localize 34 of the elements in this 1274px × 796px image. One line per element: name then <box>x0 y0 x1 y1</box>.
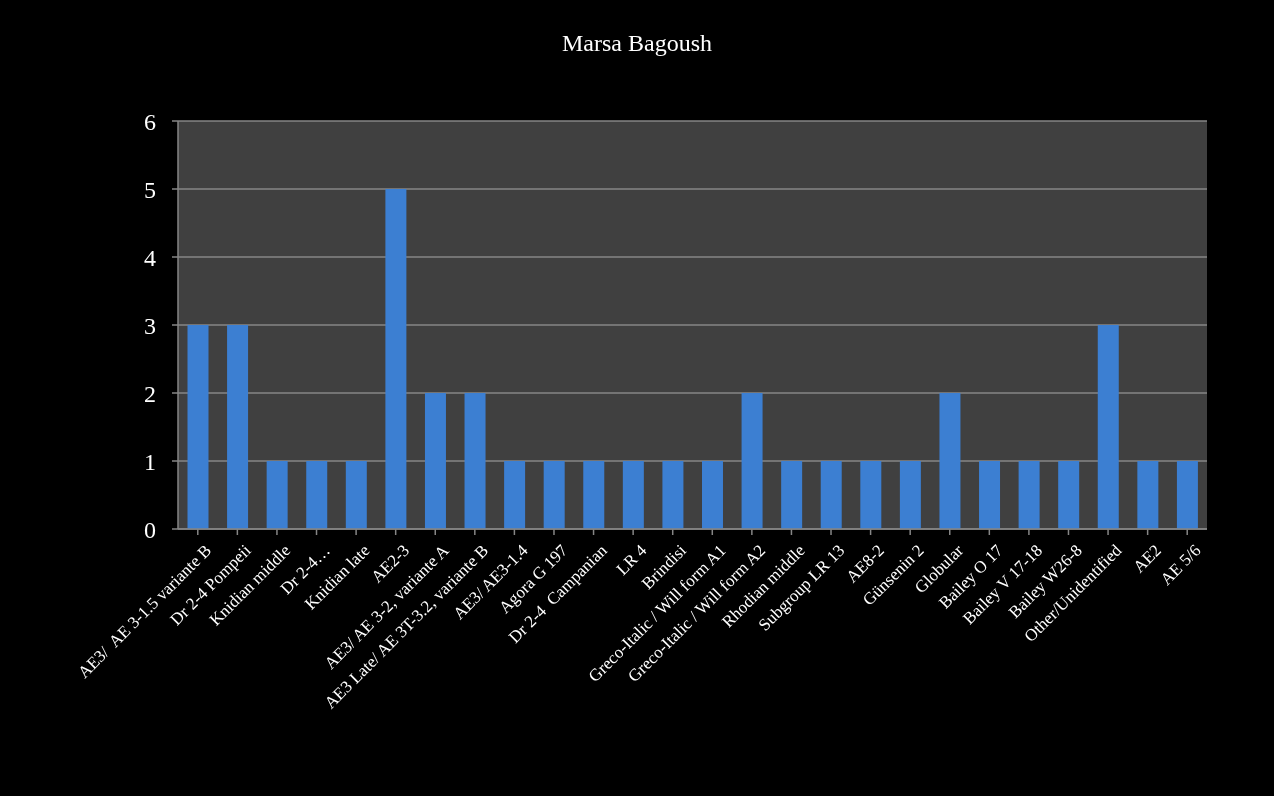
y-tick-label: 4 <box>144 244 156 271</box>
bar <box>266 461 288 529</box>
bar <box>781 461 803 529</box>
bar <box>385 189 407 529</box>
bar <box>702 461 723 529</box>
bar <box>979 461 1001 529</box>
bar <box>345 461 367 529</box>
bar <box>662 461 684 529</box>
y-tick-label: 6 <box>144 108 156 135</box>
bar <box>899 461 921 529</box>
y-tick-label: 5 <box>144 176 156 203</box>
bar <box>1097 325 1119 529</box>
bar <box>424 393 446 529</box>
bar <box>1018 461 1040 529</box>
bar <box>464 393 486 529</box>
bar <box>622 461 644 529</box>
bar <box>741 393 763 529</box>
chart-title: Marsa Bagoush <box>561 29 713 58</box>
bar <box>1137 461 1159 529</box>
y-tick-label: 3 <box>144 312 156 339</box>
bar <box>227 325 249 529</box>
bar <box>1176 461 1198 529</box>
y-tick-label: 2 <box>144 380 156 407</box>
bar <box>1058 461 1080 529</box>
bar <box>187 325 209 529</box>
bar <box>543 461 565 529</box>
bar <box>306 461 328 529</box>
bar <box>504 461 526 529</box>
bar <box>860 461 882 529</box>
bar <box>939 393 961 529</box>
y-tick-label: 0 <box>144 516 156 543</box>
bar <box>820 461 842 529</box>
y-tick-label: 1 <box>144 448 156 475</box>
bar <box>583 461 605 529</box>
